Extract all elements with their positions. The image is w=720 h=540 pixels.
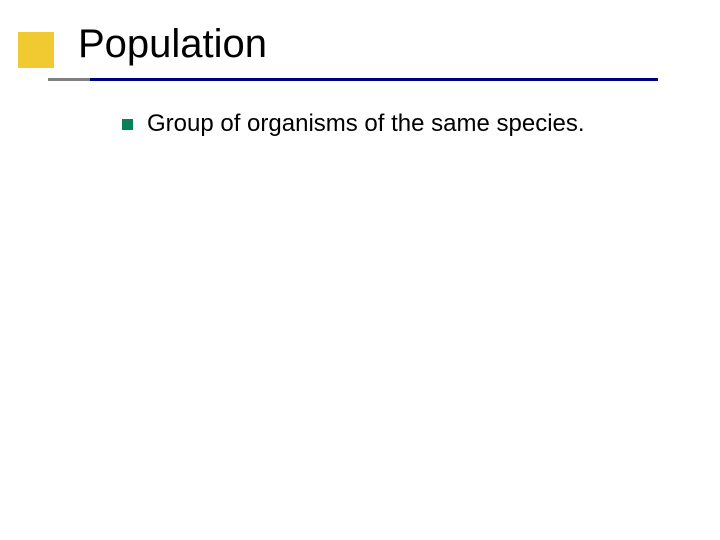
body-area: Group of organisms of the same species.	[122, 110, 585, 138]
underline-short	[48, 78, 90, 81]
slide-title: Population	[78, 22, 267, 67]
title-area: Population	[78, 22, 267, 67]
underline-long	[90, 78, 658, 81]
body-text: Group of organisms of the same species.	[147, 110, 585, 138]
bullet-icon	[122, 119, 133, 130]
accent-box	[18, 32, 54, 68]
slide: Population Group of organisms of the sam…	[0, 0, 720, 540]
